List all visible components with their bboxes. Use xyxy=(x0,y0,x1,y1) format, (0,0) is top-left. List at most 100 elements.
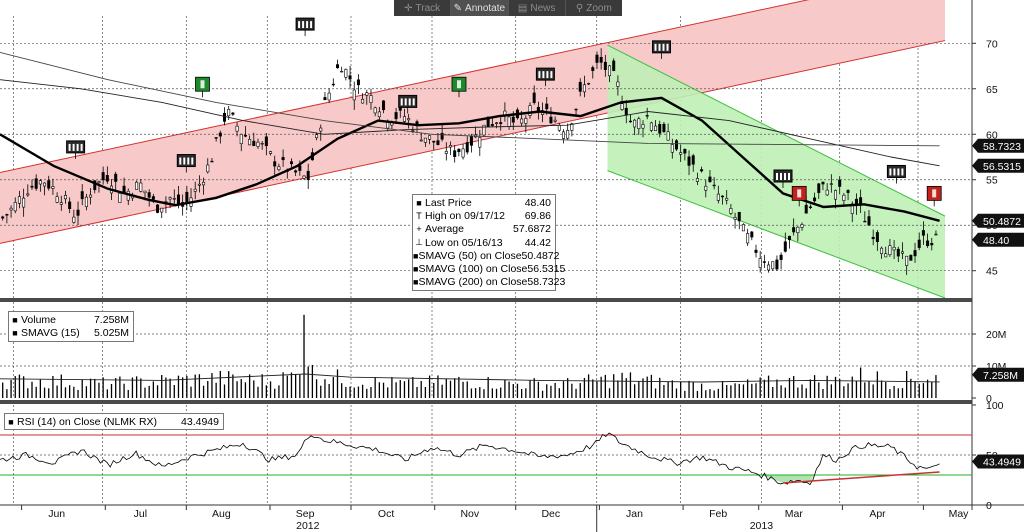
dividend-icon-column xyxy=(310,21,313,29)
rsi-legend[interactable]: ■ RSI (14) on Close (NLMK RX) 43.4949 xyxy=(4,413,224,431)
moving-average-line xyxy=(0,51,940,147)
dividend-icon-column xyxy=(542,71,545,79)
volume-value-label-text: 7.258M xyxy=(983,370,1018,382)
dividend-icon xyxy=(66,140,86,154)
dividend-icon-column xyxy=(780,173,782,181)
dividend-icon-column xyxy=(72,143,75,151)
candle-body xyxy=(356,79,360,86)
candle-body xyxy=(344,68,348,78)
month-label: Jan xyxy=(626,508,643,520)
candle-body xyxy=(587,83,591,85)
legend-value: 5.025M xyxy=(93,326,129,339)
legend-value: 50.4872 xyxy=(521,249,560,262)
candle-body xyxy=(432,140,436,143)
candle-body xyxy=(176,194,180,205)
candle-body xyxy=(331,83,335,86)
price-value-label-text: 48.40 xyxy=(983,235,1009,247)
candle-body xyxy=(461,148,465,158)
legend-marker: ■ xyxy=(413,264,419,275)
dividend-icon xyxy=(886,164,906,178)
dividend-icon xyxy=(652,40,671,54)
candle-body xyxy=(26,193,30,196)
news-button[interactable]: ▤ News xyxy=(509,0,566,16)
candle-body xyxy=(591,67,595,71)
candle-body xyxy=(792,227,796,233)
dividend-icon-column xyxy=(784,173,786,181)
price-legend[interactable]: ■ Last Price 48.40 T High on 09/17/12 69… xyxy=(412,194,565,292)
candle-body xyxy=(557,124,561,131)
candle-body xyxy=(612,60,616,71)
candle-body xyxy=(260,143,264,145)
candle-body xyxy=(465,142,469,153)
candle-body xyxy=(147,192,151,198)
candle-body xyxy=(469,136,473,146)
annotate-button[interactable]: ✎ Annotate xyxy=(451,0,509,16)
candle-body xyxy=(930,242,934,246)
legend-value: 57.6872 xyxy=(513,223,551,236)
legend-marker: ⊥ xyxy=(415,237,423,248)
candle-body xyxy=(800,224,804,228)
volume-legend[interactable]: ■ Volume 7.258M ■ SMAVG (15) 5.025M xyxy=(8,311,134,342)
legend-label: Low on 05/16/13 xyxy=(425,236,503,249)
dividend-icon-column xyxy=(901,168,904,176)
candle-body xyxy=(829,183,833,185)
candle-body xyxy=(499,122,503,125)
candle-body xyxy=(549,116,553,124)
legend-marker: + xyxy=(416,224,422,235)
track-button[interactable]: ✛ Track xyxy=(394,0,452,16)
candle-body xyxy=(377,111,381,118)
candle-body xyxy=(528,105,532,116)
candle-body xyxy=(934,233,938,236)
candle-body xyxy=(30,185,34,188)
candle-body xyxy=(348,75,352,80)
candle-body xyxy=(716,193,720,201)
candle-body xyxy=(440,132,444,140)
dividend-icon-column xyxy=(666,43,669,51)
candle-body xyxy=(712,184,716,187)
dividend-icon xyxy=(773,169,793,183)
legend-label: RSI (14) on Close (NLMK RX) xyxy=(17,415,158,428)
dividend-icon xyxy=(398,94,418,108)
dividend-icon-column xyxy=(893,168,896,176)
candle-body xyxy=(105,175,109,182)
news-label: News xyxy=(530,2,556,14)
legend-row-average: + Average 57.6872 xyxy=(413,223,555,236)
candle-body xyxy=(654,125,658,131)
price-value-label-tag xyxy=(972,232,1024,247)
dividend-icon-column xyxy=(179,157,182,165)
candle-body xyxy=(43,182,47,187)
candle-body xyxy=(223,112,227,122)
month-label: Dec xyxy=(541,508,560,520)
candle-body xyxy=(93,180,97,191)
price-tick-label: 45 xyxy=(986,266,998,278)
candle-body xyxy=(256,141,260,147)
dividend-icon-column xyxy=(546,71,549,79)
candle-body xyxy=(298,165,302,171)
candle-body xyxy=(670,144,674,153)
candle-body xyxy=(821,181,825,185)
zoom-button[interactable]: ⚲ Zoom xyxy=(566,0,622,16)
candle-body xyxy=(294,170,298,173)
candle-body xyxy=(892,246,896,251)
legend-value: 7.258M xyxy=(93,313,129,326)
candle-body xyxy=(746,233,750,244)
candle-body xyxy=(17,196,21,204)
candle-body xyxy=(239,133,243,145)
candle-body xyxy=(926,240,930,247)
price-value-label-tag xyxy=(972,158,1024,173)
candle-body xyxy=(97,181,101,184)
candle-body xyxy=(595,54,599,63)
moving-average-line xyxy=(0,96,940,222)
price-tick-label: 60 xyxy=(986,129,998,141)
candle-body xyxy=(407,118,411,121)
candle-body xyxy=(327,92,331,101)
legend-label: SMAVG (100) on Close xyxy=(418,263,528,276)
candle-body xyxy=(335,64,339,69)
legend-row-low: ⊥ Low on 05/16/13 44.42 xyxy=(413,236,555,249)
price-tick-label: 70 xyxy=(986,38,998,50)
dividend-icon-column xyxy=(183,157,186,165)
candle-body xyxy=(402,116,406,122)
candle-body xyxy=(704,185,708,191)
rsi-tick-label: 0 xyxy=(986,500,992,512)
